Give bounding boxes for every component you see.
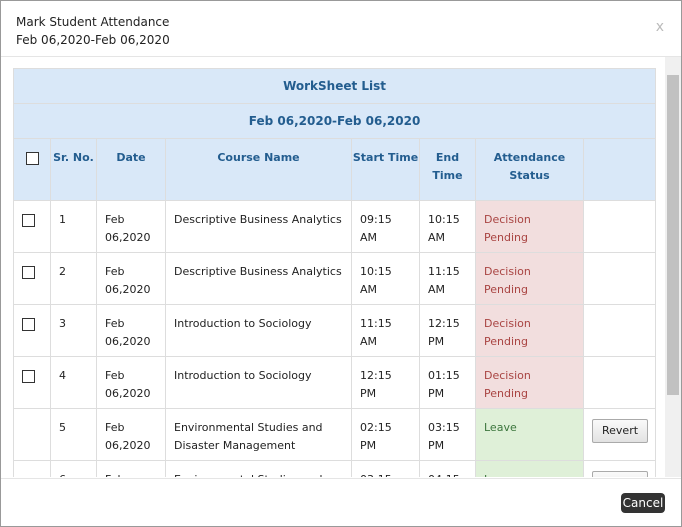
end-cell: 03:15 PM [419, 408, 476, 461]
course-cell: Environmental Studies and Disaster Manag… [165, 408, 352, 461]
checkbox-cell [13, 200, 51, 253]
end-cell: 11:15 AM [419, 252, 476, 305]
date-cell: Feb 06,2020 [96, 408, 166, 461]
checkbox-cell [13, 356, 51, 409]
status-cell: Leave [475, 460, 584, 477]
date-cell: Feb 06,2020 [96, 460, 166, 477]
course-cell: Descriptive Business Analytics [165, 252, 352, 305]
revert-button[interactable]: Revert [592, 471, 649, 477]
action-cell [582, 252, 656, 305]
end-cell: 04:15 PM [419, 460, 476, 477]
table-range: Feb 06,2020-Feb 06,2020 [13, 103, 656, 139]
scrollbar-thumb[interactable] [667, 75, 679, 395]
start-cell: 12:15 PM [351, 356, 420, 409]
table-row: 3 Feb 06,2020 Introduction to Sociology 11:… [13, 304, 656, 357]
column-header: Date [96, 138, 166, 201]
column-header: End Time [419, 138, 476, 201]
start-cell: 03:15 PM [351, 460, 420, 477]
start-cell: 11:15 AM [351, 304, 420, 357]
end-cell: 12:15 PM [419, 304, 476, 357]
table-row: 1 Feb 06,2020 Descriptive Business Analyti… [13, 200, 656, 253]
column-header-action [582, 138, 656, 201]
row-checkbox[interactable] [22, 214, 35, 227]
start-cell: 09:15 AM [351, 200, 420, 253]
checkbox-cell [13, 408, 51, 461]
sr-cell: 5 [50, 408, 97, 461]
start-cell: 10:15 AM [351, 252, 420, 305]
column-header: Sr. No. [50, 138, 97, 201]
course-cell: Descriptive Business Analytics [165, 200, 352, 253]
table-caption: WorkSheet List [13, 68, 656, 104]
action-cell: Revert [582, 460, 656, 477]
column-header: Course Name [165, 138, 352, 201]
close-button[interactable]: x [655, 19, 664, 35]
date-cell: Feb 06,2020 [96, 200, 166, 253]
sr-cell: 3 [50, 304, 97, 357]
dialog-title: Mark Student Attendance [16, 15, 170, 29]
course-cell: Environmental Studies and Disaster Manag… [165, 460, 352, 477]
header-text: Mark Student Attendance Feb 06,2020-Feb … [16, 13, 170, 49]
table-scroll: WorkSheet List Feb 06,2020-Feb 06,2020 S… [13, 68, 656, 477]
select-all-checkbox[interactable] [25, 152, 39, 165]
sr-cell: 4 [50, 356, 97, 409]
action-cell [582, 200, 656, 253]
column-header: Attendance Status [475, 138, 584, 201]
status-cell: Decision Pending [475, 252, 584, 305]
table-body: 1 Feb 06,2020 Descriptive Business Analyti… [13, 200, 656, 477]
date-cell: Feb 06,2020 [96, 252, 166, 305]
table-row: 4 Feb 06,2020 Introduction to Sociology 12:… [13, 356, 656, 409]
start-cell: 02:15 PM [351, 408, 420, 461]
dialog-footer: Cancel [1, 478, 681, 527]
action-cell: Revert [582, 408, 656, 461]
dialog-body: WorkSheet List Feb 06,2020-Feb 06,2020 S… [1, 57, 681, 477]
end-cell: 10:15 AM [419, 200, 476, 253]
dialog-subtitle: Feb 06,2020-Feb 06,2020 [16, 33, 170, 47]
end-cell: 01:15 PM [419, 356, 476, 409]
header-checkbox-cell [13, 138, 51, 201]
date-cell: Feb 06,2020 [96, 356, 166, 409]
sr-cell: 2 [50, 252, 97, 305]
revert-button[interactable]: Revert [592, 419, 649, 443]
header-row: Sr. No. Date Course Name Start Time End Time… [13, 138, 656, 201]
action-cell [582, 356, 656, 409]
checkbox-cell [13, 460, 51, 477]
worksheet-table: WorkSheet List Feb 06,2020-Feb 06,2020 S… [13, 68, 656, 477]
sr-cell: 6 [50, 460, 97, 477]
status-cell: Leave [475, 408, 584, 461]
table-row: 5 Feb 06,2020 Environmental Studies and Di… [13, 408, 656, 461]
status-cell: Decision Pending [475, 304, 584, 357]
checkbox-cell [13, 252, 51, 305]
course-cell: Introduction to Sociology [165, 356, 352, 409]
row-checkbox[interactable] [22, 266, 35, 279]
status-cell: Decision Pending [475, 200, 584, 253]
sr-cell: 1 [50, 200, 97, 253]
column-header: Start Time [351, 138, 420, 201]
dialog-header: Mark Student Attendance Feb 06,2020-Feb … [1, 1, 681, 57]
checkbox-cell [13, 304, 51, 357]
date-cell: Feb 06,2020 [96, 304, 166, 357]
row-checkbox[interactable] [22, 318, 35, 331]
action-cell [582, 304, 656, 357]
cancel-button[interactable]: Cancel [621, 493, 665, 513]
row-checkbox[interactable] [22, 370, 35, 383]
course-cell: Introduction to Sociology [165, 304, 352, 357]
table-row: 2 Feb 06,2020 Descriptive Business Analyti… [13, 252, 656, 305]
status-cell: Decision Pending [475, 356, 584, 409]
